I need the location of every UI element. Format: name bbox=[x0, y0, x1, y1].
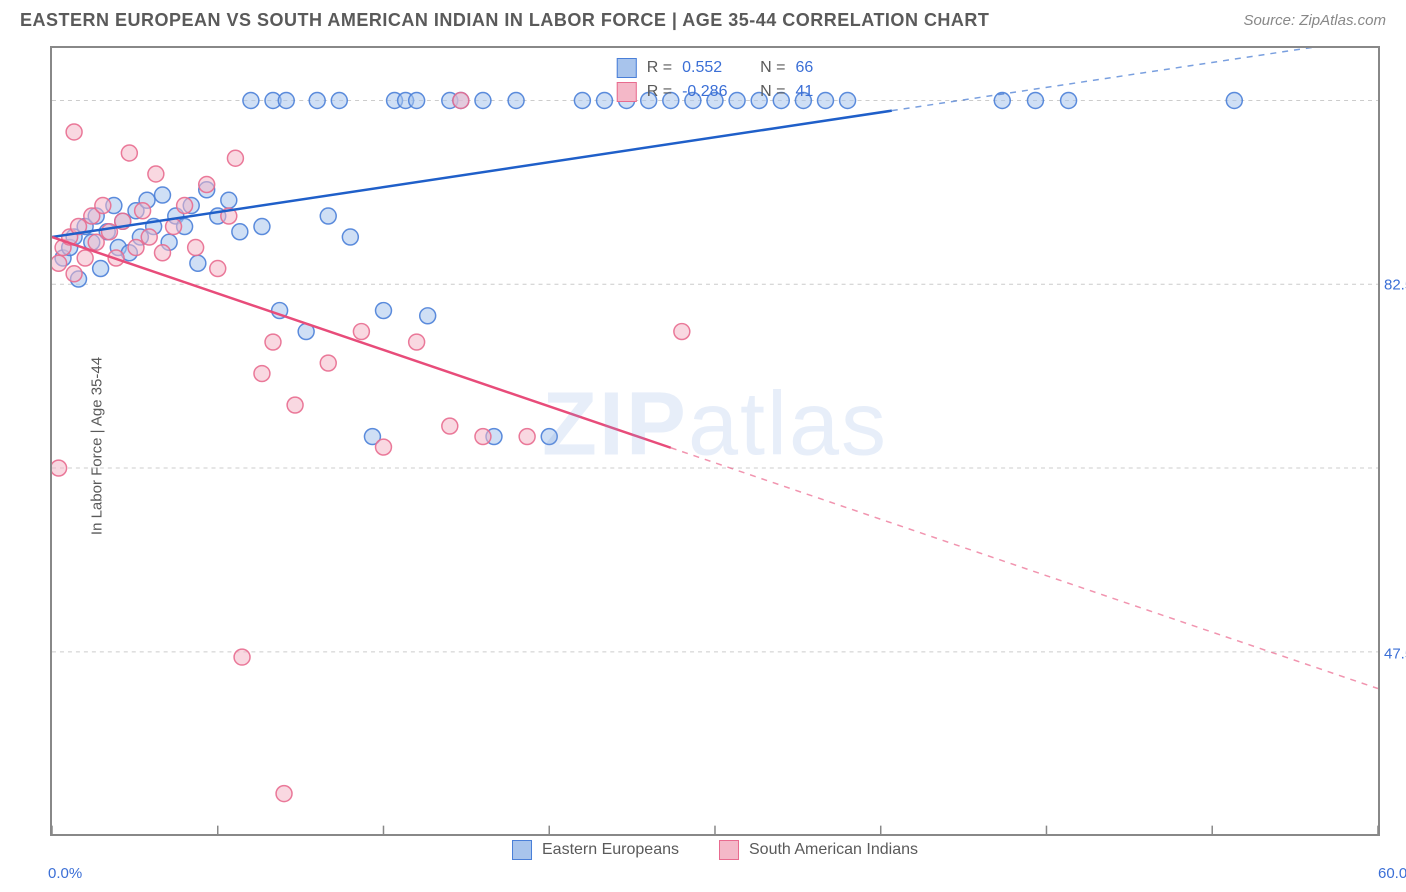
series-legend: Eastern Europeans South American Indians bbox=[512, 838, 918, 862]
r-label: R = bbox=[647, 83, 672, 101]
swatch-icon bbox=[617, 58, 637, 78]
swatch-icon bbox=[512, 840, 532, 860]
source-label: Source: ZipAtlas.com bbox=[1243, 12, 1386, 29]
swatch-icon bbox=[617, 82, 637, 102]
legend-item: South American Indians bbox=[719, 838, 918, 862]
r-value: -0.286 bbox=[682, 83, 742, 101]
plot-svg bbox=[52, 48, 1378, 836]
legend-item: Eastern Europeans bbox=[512, 838, 679, 862]
y-tick-label: 47.5% bbox=[1384, 645, 1406, 662]
r-value: 0.552 bbox=[682, 59, 742, 77]
n-value: 66 bbox=[795, 59, 813, 77]
legend-label: South American Indians bbox=[749, 841, 918, 859]
n-label: N = bbox=[760, 59, 785, 77]
n-label: N = bbox=[760, 83, 785, 101]
y-tick-label: 82.5% bbox=[1384, 277, 1406, 294]
x-tick-label: 0.0% bbox=[48, 865, 82, 882]
legend-row-series-0: R = 0.552 N = 66 bbox=[617, 56, 813, 80]
legend-label: Eastern Europeans bbox=[542, 841, 679, 859]
n-value: 41 bbox=[795, 83, 813, 101]
r-label: R = bbox=[647, 59, 672, 77]
chart-title: EASTERN EUROPEAN VS SOUTH AMERICAN INDIA… bbox=[20, 10, 989, 31]
swatch-icon bbox=[719, 840, 739, 860]
chart-area: ZIPatlas R = 0.552 N = 66 R = -0.286 N =… bbox=[50, 46, 1380, 836]
x-tick-label: 60.0% bbox=[1378, 865, 1406, 882]
correlation-legend: R = 0.552 N = 66 R = -0.286 N = 41 bbox=[617, 56, 813, 104]
legend-row-series-1: R = -0.286 N = 41 bbox=[617, 80, 813, 104]
